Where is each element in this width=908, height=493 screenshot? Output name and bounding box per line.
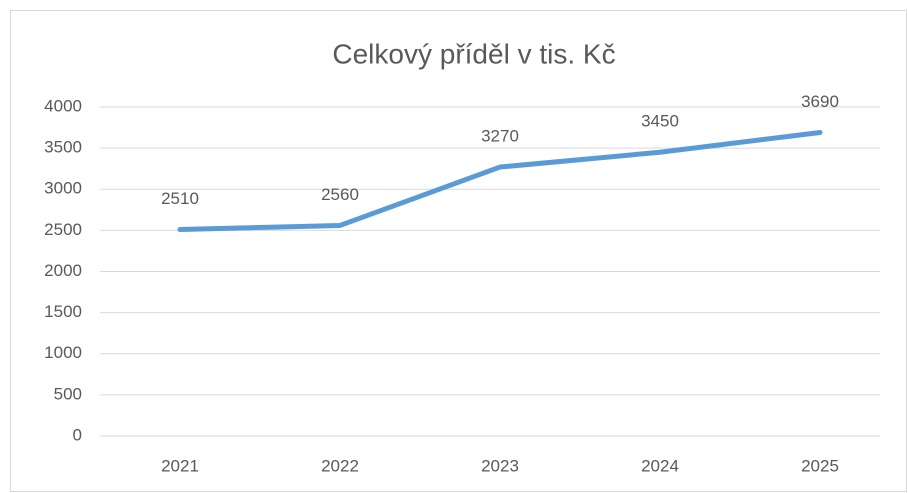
data-label: 2560 — [321, 185, 359, 204]
y-tick-label: 3000 — [44, 179, 82, 198]
x-tick-label: 2025 — [801, 456, 839, 475]
y-tick-label: 2000 — [44, 261, 82, 280]
y-tick-label: 2500 — [44, 220, 82, 239]
y-tick-label: 1500 — [44, 302, 82, 321]
chart-title: Celkový příděl v tis. Kč — [332, 38, 615, 69]
x-tick-label: 2023 — [481, 456, 519, 475]
y-tick-label: 3500 — [44, 138, 82, 157]
x-tick-label: 2021 — [161, 456, 199, 475]
x-tick-label: 2024 — [641, 456, 679, 475]
y-tick-label: 1000 — [44, 343, 82, 362]
data-label: 3450 — [641, 112, 679, 131]
y-tick-label: 0 — [73, 425, 82, 444]
chart-border — [10, 10, 907, 492]
x-tick-label: 2022 — [321, 456, 359, 475]
data-label: 2510 — [161, 189, 199, 208]
y-tick-label: 4000 — [44, 96, 82, 115]
data-line — [177, 129, 823, 233]
y-tick-label: 500 — [54, 384, 82, 403]
data-label: 3690 — [801, 92, 839, 111]
data-label: 3270 — [481, 127, 519, 146]
